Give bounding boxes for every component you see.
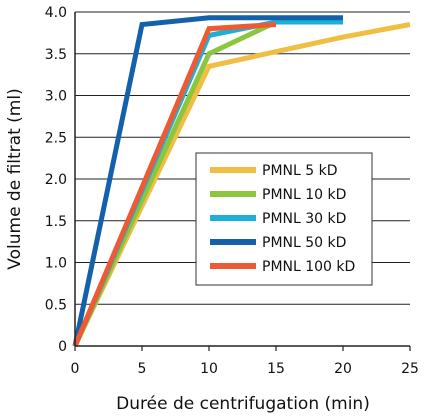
- y-axis-title: Volume de filtrat (ml): [5, 88, 25, 269]
- series-line-4: [72, 15, 343, 347]
- y-tick-label: 1.5: [45, 214, 67, 230]
- legend-label: PMNL 30 kD: [262, 211, 346, 227]
- series-lines: [72, 15, 411, 348]
- legend-label: PMNL 100 kD: [262, 259, 355, 275]
- series-line-5: [72, 22, 277, 347]
- legend-label: PMNL 50 kD: [262, 235, 346, 251]
- x-tick-label: 0: [71, 361, 80, 377]
- tick-labels: 0 5 10 15 20 25 0 0.5 1.0 1.5 2.0 2.5 3.0 3.5 4.0: [45, 5, 419, 377]
- axes: [74, 12, 411, 351]
- y-tick-label: 2.5: [45, 130, 67, 146]
- x-tick-label: 10: [200, 361, 218, 377]
- y-tick-label: 3.0: [45, 89, 67, 105]
- y-tick-label: 0: [58, 339, 67, 355]
- y-tick-label: 3.5: [45, 47, 67, 63]
- series-line-1: [72, 22, 411, 348]
- y-tick-label: 1.0: [45, 256, 67, 272]
- y-tick-label: 0.5: [45, 297, 67, 313]
- legend: PMNL 5 kD PMNL 10 kD PMNL 30 kD PMNL 50 kD P…: [195, 152, 373, 286]
- x-tick-label: 25: [401, 361, 419, 377]
- legend-label: PMNL 10 kD: [262, 187, 346, 203]
- x-tick-label: 15: [267, 361, 285, 377]
- y-tick-label: 2.0: [45, 172, 67, 188]
- x-tick-label: 5: [138, 361, 147, 377]
- y-tick-label: 4.0: [45, 5, 67, 21]
- x-tick-label: 20: [334, 361, 352, 377]
- x-axis-title: Durée de centrifugation (min): [116, 394, 370, 414]
- legend-label: PMNL 5 kD: [262, 163, 338, 179]
